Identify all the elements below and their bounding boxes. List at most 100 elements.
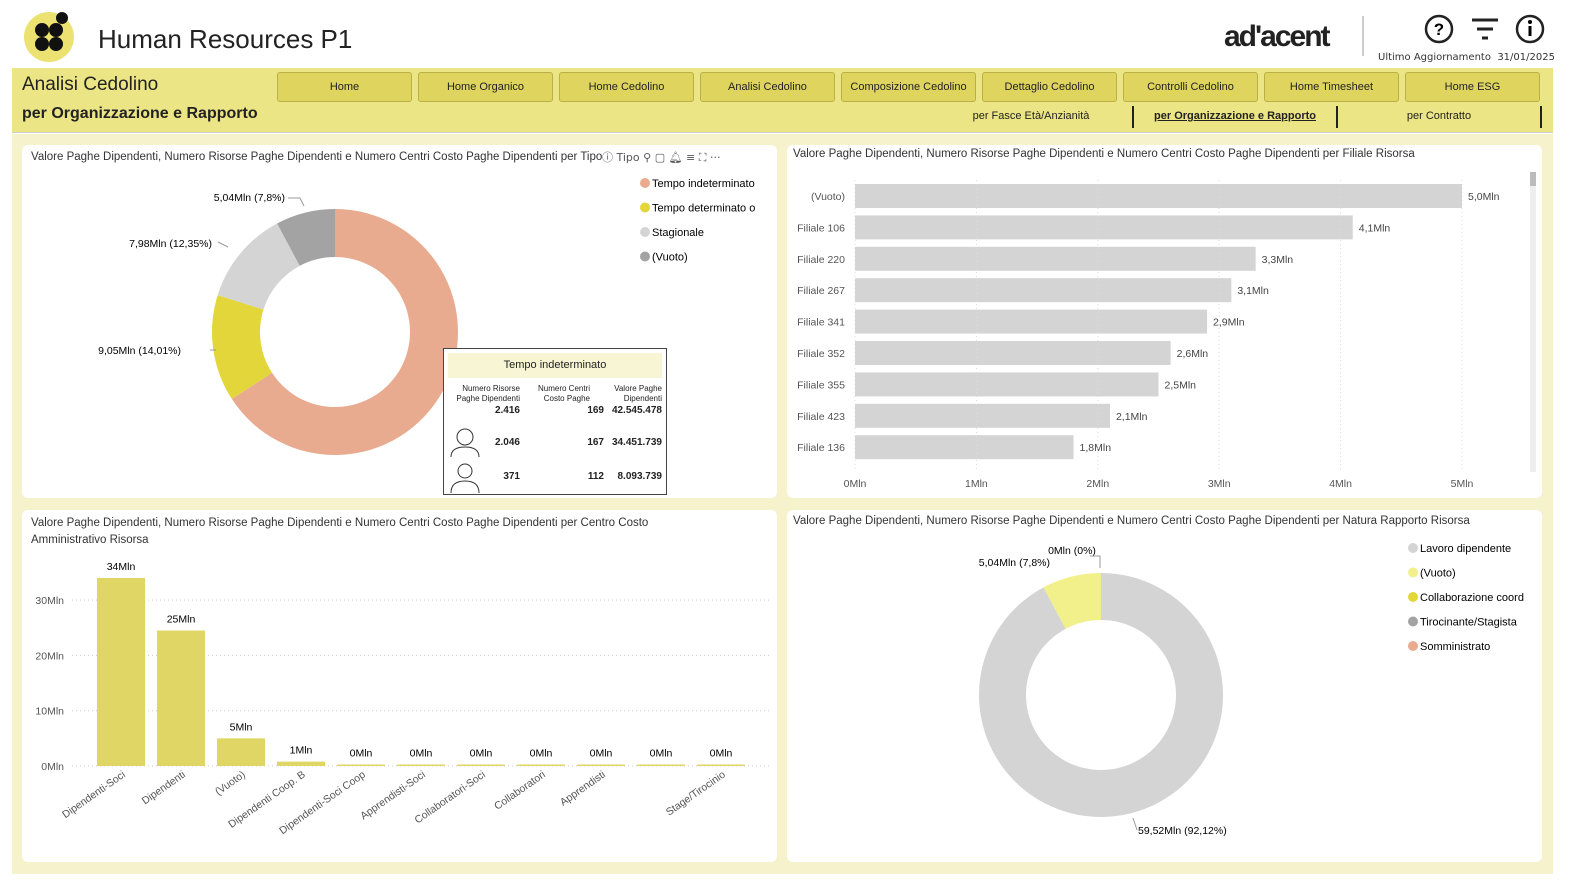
- page-subtitle: per Organizzazione e Rapporto: [22, 105, 258, 122]
- data-label: 0Mln: [470, 748, 493, 760]
- donut-slice: [211, 295, 273, 399]
- data-label: 0Mln: [710, 748, 733, 760]
- bar: [855, 403, 1110, 428]
- female-person-icon: [456, 428, 474, 446]
- donut-slice: [979, 572, 1224, 817]
- data-label: 1,8Mln: [1080, 442, 1112, 454]
- chart-title: Valore Paghe Dipendenti, Numero Risorse …: [31, 151, 603, 163]
- bar: [855, 372, 1159, 397]
- nav-button-home[interactable]: Home: [277, 72, 412, 102]
- category-label: (Vuoto): [213, 769, 248, 798]
- nav-button-home-cedolino[interactable]: Home Cedolino: [559, 72, 694, 102]
- male-person-icon: [457, 463, 473, 479]
- data-label: 3,1Mln: [1237, 285, 1269, 297]
- tick-label: 2Mln: [1086, 478, 1109, 490]
- subtab-1[interactable]: per Organizzazione e Rapporto: [1154, 110, 1316, 122]
- category-label: Filiale 136: [797, 442, 845, 454]
- nav-button-analisi-cedolino[interactable]: Analisi Cedolino: [700, 72, 835, 102]
- category-label: Filiale 352: [797, 348, 845, 360]
- subtab-divider: [1540, 106, 1542, 128]
- data-label: 0Mln (0%): [1048, 545, 1096, 557]
- data-label: 0Mln: [350, 748, 373, 760]
- bar: [855, 341, 1171, 365]
- legend-label: Tempo determinato o: [652, 203, 755, 215]
- tick-label: 1Mln: [965, 478, 988, 490]
- legend-marker: [640, 227, 650, 237]
- visual-header-text: Tipo: [616, 151, 640, 164]
- tick-label: 0Mln: [41, 761, 64, 773]
- legend-label: Collaborazione coord: [1420, 592, 1524, 604]
- legend-label: Lavoro dipendente: [1420, 543, 1511, 555]
- tooltip-value: 167: [587, 437, 604, 448]
- tick-label: 4Mln: [1329, 478, 1352, 490]
- data-label: 5,04Mln (7,8%): [214, 192, 285, 204]
- data-label: 34Mln: [107, 561, 136, 573]
- nav-button-dettaglio-cedolino[interactable]: Dettaglio Cedolino: [982, 72, 1117, 102]
- data-label: 2,6Mln: [1177, 348, 1209, 360]
- tooltip-header: Valore Paghe Dipendenti: [614, 384, 662, 403]
- nav-button-controlli-cedolino[interactable]: Controlli Cedolino: [1123, 72, 1258, 102]
- category-label: Filiale 106: [797, 222, 845, 234]
- legend-label: Tirocinante/Stagista: [1420, 617, 1518, 629]
- chart-title: Valore Paghe Dipendenti, Numero Risorse …: [793, 515, 1470, 527]
- leader-lines: [210, 197, 305, 351]
- tick-label: 0Mln: [844, 478, 867, 490]
- bar: [855, 215, 1353, 240]
- subtab-divider: [1336, 106, 1338, 128]
- category-label: Filiale 220: [797, 254, 845, 266]
- bar: [637, 764, 685, 766]
- category-label: Apprendisti: [558, 769, 608, 809]
- bar: [577, 764, 625, 766]
- info-icon[interactable]: [1515, 14, 1545, 44]
- chart-title: Valore Paghe Dipendenti, Numero Risorse …: [793, 148, 1415, 160]
- subtab-0[interactable]: per Fasce Età/Anzianità: [972, 110, 1090, 122]
- category-label: (Vuoto): [811, 191, 845, 203]
- subtab-divider: [1132, 106, 1134, 128]
- bar: [397, 764, 445, 766]
- legend-label: Stagionale: [652, 227, 704, 239]
- nav-button-composizione-cedolino[interactable]: Composizione Cedolino: [841, 72, 976, 102]
- filter-icon[interactable]: [1470, 14, 1500, 44]
- legend-marker: [640, 202, 650, 213]
- data-label: 1Mln: [290, 745, 313, 757]
- category-label: Dipendenti: [140, 769, 188, 808]
- data-label: 0Mln: [530, 748, 553, 760]
- brand-logo: ad'acent: [1224, 20, 1331, 53]
- tick-label: 10Mln: [35, 706, 64, 718]
- bar: [217, 738, 265, 766]
- donut-slice: [217, 223, 300, 310]
- bar: [337, 764, 385, 766]
- legend-label: (Vuoto): [1420, 568, 1456, 580]
- tooltip-value: 2.416: [494, 405, 520, 416]
- scrollbar[interactable]: [1530, 172, 1536, 472]
- svg-text:?: ?: [1434, 20, 1444, 39]
- nav-button-home-esg[interactable]: Home ESG: [1405, 72, 1540, 102]
- data-label: 3,3Mln: [1262, 254, 1294, 266]
- chart-title: Valore Paghe Dipendenti, Numero Risorse …: [31, 517, 649, 546]
- category-label: Stage/Tirocinio: [664, 769, 728, 819]
- donut-slice: [1043, 573, 1101, 629]
- tooltip-value: 169: [587, 405, 604, 416]
- subtab-2[interactable]: per Contratto: [1406, 110, 1472, 122]
- bar: [855, 309, 1208, 334]
- visual-header-toolbar[interactable]: ⓘ Tipo ⚲ ▢ 🔔︎ ≡ ⛶ ···: [602, 151, 721, 164]
- legend-marker: [1408, 567, 1418, 578]
- nav-button-home-organico[interactable]: Home Organico: [418, 72, 553, 102]
- donut-slice: [277, 209, 335, 266]
- tick-label: 5Mln: [1451, 478, 1474, 490]
- last-update: Ultimo Aggiornamento 31/01/2025: [1378, 52, 1555, 63]
- tooltip: Tempo indeterminato Numero Risorse Paghe…: [443, 348, 667, 495]
- panel-centro-costo[interactable]: Valore Paghe Dipendenti, Numero Risorse …: [22, 510, 777, 862]
- tooltip-title: Tempo indeterminato: [448, 353, 662, 378]
- nav-button-home-timesheet[interactable]: Home Timesheet: [1264, 72, 1399, 102]
- leader-lines: [1090, 555, 1138, 831]
- tooltip-header: Numero Risorse Paghe Dipendenti: [456, 384, 520, 403]
- legend-label: Tempo indeterminato: [652, 178, 755, 190]
- page-title: Analisi Cedolino: [22, 74, 159, 95]
- category-label: Dipendenti-Soci: [60, 769, 128, 821]
- tooltip-value: 42.545.478: [611, 405, 662, 416]
- data-label: 5,04Mln (7,8%): [979, 557, 1050, 569]
- data-label: 5Mln: [230, 721, 253, 733]
- help-icon[interactable]: ?: [1424, 14, 1454, 44]
